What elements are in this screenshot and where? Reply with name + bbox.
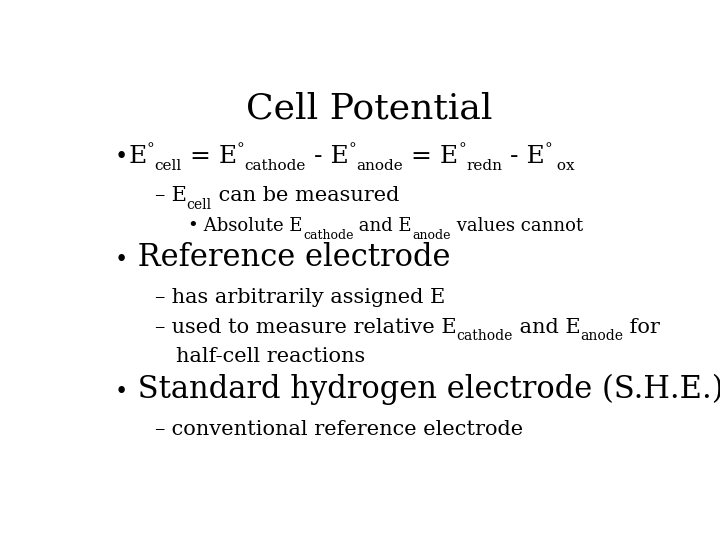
- Text: cell: cell: [154, 159, 181, 173]
- Text: has arbitrarily assigned E: has arbitrarily assigned E: [165, 288, 445, 307]
- Text: half-cell reactions: half-cell reactions: [176, 347, 366, 366]
- Text: °: °: [147, 143, 154, 157]
- Text: •: •: [115, 249, 128, 272]
- Text: °: °: [458, 143, 466, 157]
- Text: - E: - E: [306, 145, 348, 167]
- Text: Cell Potential: Cell Potential: [246, 92, 492, 126]
- Text: Standard hydrogen electrode (S.H.E.): Standard hydrogen electrode (S.H.E.): [128, 374, 720, 406]
- Text: E: E: [128, 145, 147, 167]
- Text: = E: = E: [181, 145, 237, 167]
- Text: can be measured: can be measured: [212, 186, 399, 205]
- Text: anode: anode: [412, 228, 451, 241]
- Text: •: •: [188, 217, 199, 235]
- Text: = E: = E: [403, 145, 458, 167]
- Text: for: for: [624, 318, 660, 337]
- Text: E: E: [165, 186, 186, 205]
- Text: –: –: [154, 318, 165, 337]
- Text: and E: and E: [354, 217, 412, 235]
- Text: - E: - E: [502, 145, 545, 167]
- Text: anode: anode: [580, 329, 624, 343]
- Text: –: –: [154, 288, 165, 307]
- Text: and E: and E: [513, 318, 580, 337]
- Text: used to measure relative E: used to measure relative E: [165, 318, 456, 337]
- Text: cell: cell: [186, 198, 212, 212]
- Text: •: •: [115, 145, 128, 167]
- Text: –: –: [154, 186, 165, 205]
- Text: conventional reference electrode: conventional reference electrode: [165, 420, 523, 439]
- Text: cathode: cathode: [303, 228, 354, 241]
- Text: cathode: cathode: [456, 329, 513, 343]
- Text: °: °: [348, 143, 356, 157]
- Text: values cannot: values cannot: [451, 217, 582, 235]
- Text: cathode: cathode: [245, 159, 306, 173]
- Text: Reference electrode: Reference electrode: [128, 242, 451, 273]
- Text: –: –: [154, 420, 165, 439]
- Text: Absolute E: Absolute E: [199, 217, 303, 235]
- Text: °: °: [545, 143, 552, 157]
- Text: anode: anode: [356, 159, 403, 173]
- Text: redn: redn: [466, 159, 502, 173]
- Text: •: •: [115, 381, 128, 403]
- Text: ox: ox: [552, 159, 575, 173]
- Text: °: °: [237, 143, 245, 157]
